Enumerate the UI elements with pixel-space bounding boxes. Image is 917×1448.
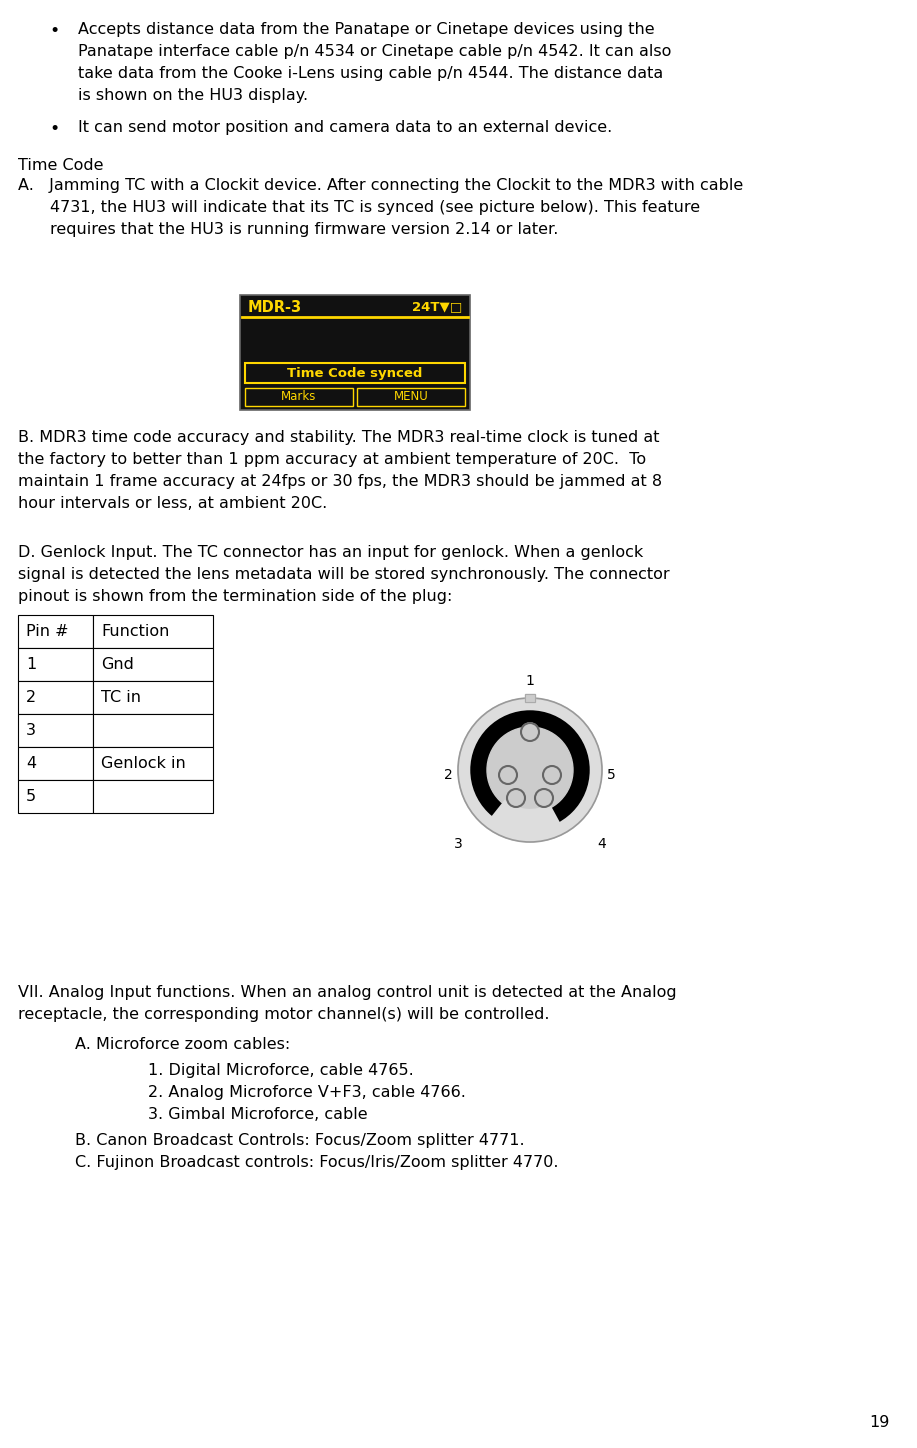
Text: Panatape interface cable p/n 4534 or Cinetape cable p/n 4542. It can also: Panatape interface cable p/n 4534 or Cin… xyxy=(78,43,671,59)
Text: •: • xyxy=(50,120,61,138)
Text: 19: 19 xyxy=(869,1415,890,1431)
Text: Gnd: Gnd xyxy=(101,657,134,672)
Circle shape xyxy=(543,766,561,783)
Text: 2. Analog Microforce V+F3, cable 4766.: 2. Analog Microforce V+F3, cable 4766. xyxy=(148,1085,466,1100)
Text: TC in: TC in xyxy=(101,691,141,705)
Text: 24T▼□: 24T▼□ xyxy=(412,300,462,313)
Text: 5: 5 xyxy=(607,767,615,782)
Text: 3: 3 xyxy=(454,837,463,851)
Text: 3: 3 xyxy=(26,723,36,738)
Circle shape xyxy=(535,789,553,807)
Text: VII. Analog Input functions. When an analog control unit is detected at the Anal: VII. Analog Input functions. When an ana… xyxy=(18,985,677,1001)
Text: Time Code: Time Code xyxy=(18,158,104,172)
Bar xyxy=(93,615,213,649)
Bar xyxy=(93,714,213,747)
Text: Marks: Marks xyxy=(282,391,316,404)
Text: Pin #: Pin # xyxy=(26,624,69,639)
Text: A. Microforce zoom cables:: A. Microforce zoom cables: xyxy=(75,1037,291,1053)
Bar xyxy=(245,388,353,405)
Text: B. MDR3 time code accuracy and stability. The MDR3 real-time clock is tuned at: B. MDR3 time code accuracy and stability… xyxy=(18,430,659,445)
Text: B. Canon Broadcast Controls: Focus/Zoom splitter 4771.: B. Canon Broadcast Controls: Focus/Zoom … xyxy=(75,1132,525,1148)
Text: 1: 1 xyxy=(525,673,535,688)
Bar xyxy=(18,714,93,747)
Bar xyxy=(18,681,93,714)
Bar xyxy=(18,615,93,649)
Bar xyxy=(93,780,213,812)
Circle shape xyxy=(487,727,573,812)
Text: 4: 4 xyxy=(597,837,606,851)
Text: D. Genlock Input. The TC connector has an input for genlock. When a genlock: D. Genlock Input. The TC connector has a… xyxy=(18,544,643,560)
Circle shape xyxy=(507,789,525,807)
Bar xyxy=(245,363,465,384)
Text: is shown on the HU3 display.: is shown on the HU3 display. xyxy=(78,88,308,103)
Text: 3. Gimbal Microforce, cable: 3. Gimbal Microforce, cable xyxy=(148,1108,368,1122)
Bar xyxy=(18,780,93,812)
Bar xyxy=(525,694,535,702)
Text: pinout is shown from the termination side of the plug:: pinout is shown from the termination sid… xyxy=(18,589,452,604)
Text: 5: 5 xyxy=(26,789,36,804)
Text: A.   Jamming TC with a Clockit device. After connecting the Clockit to the MDR3 : A. Jamming TC with a Clockit device. Aft… xyxy=(18,178,744,193)
Text: 4: 4 xyxy=(26,756,36,770)
Text: 2: 2 xyxy=(444,767,453,782)
Bar xyxy=(18,649,93,681)
Bar xyxy=(18,747,93,780)
Circle shape xyxy=(521,723,539,741)
Text: MENU: MENU xyxy=(393,391,428,404)
Bar xyxy=(240,295,470,410)
Text: C. Fujinon Broadcast controls: Focus/Iris/Zoom splitter 4770.: C. Fujinon Broadcast controls: Focus/Iri… xyxy=(75,1156,558,1170)
Text: •: • xyxy=(50,22,61,41)
Text: requires that the HU3 is running firmware version 2.14 or later.: requires that the HU3 is running firmwar… xyxy=(50,222,558,237)
Bar xyxy=(93,747,213,780)
Text: 4731, the HU3 will indicate that its TC is synced (see picture below). This feat: 4731, the HU3 will indicate that its TC … xyxy=(50,200,700,214)
Bar xyxy=(357,388,465,405)
Text: 1: 1 xyxy=(26,657,37,672)
Text: take data from the Cooke i-Lens using cable p/n 4544. The distance data: take data from the Cooke i-Lens using ca… xyxy=(78,67,663,81)
Bar xyxy=(525,694,535,702)
Text: Accepts distance data from the Panatape or Cinetape devices using the: Accepts distance data from the Panatape … xyxy=(78,22,655,38)
Text: Time Code synced: Time Code synced xyxy=(287,366,423,379)
Text: Function: Function xyxy=(101,624,170,639)
Bar xyxy=(93,681,213,714)
Circle shape xyxy=(458,698,602,841)
Bar xyxy=(93,649,213,681)
Text: MDR-3: MDR-3 xyxy=(248,300,302,316)
Text: 1. Digital Microforce, cable 4765.: 1. Digital Microforce, cable 4765. xyxy=(148,1063,414,1077)
Text: Genlock in: Genlock in xyxy=(101,756,186,770)
Text: It can send motor position and camera data to an external device.: It can send motor position and camera da… xyxy=(78,120,613,135)
Text: hour intervals or less, at ambient 20C.: hour intervals or less, at ambient 20C. xyxy=(18,497,327,511)
Text: the factory to better than 1 ppm accuracy at ambient temperature of 20C.  To: the factory to better than 1 ppm accurac… xyxy=(18,452,646,468)
Text: maintain 1 frame accuracy at 24fps or 30 fps, the MDR3 should be jammed at 8: maintain 1 frame accuracy at 24fps or 30… xyxy=(18,473,662,489)
Text: receptacle, the corresponding motor channel(s) will be controlled.: receptacle, the corresponding motor chan… xyxy=(18,1006,549,1022)
Circle shape xyxy=(499,766,517,783)
Text: 2: 2 xyxy=(26,691,36,705)
Text: signal is detected the lens metadata will be stored synchronously. The connector: signal is detected the lens metadata wil… xyxy=(18,568,669,582)
